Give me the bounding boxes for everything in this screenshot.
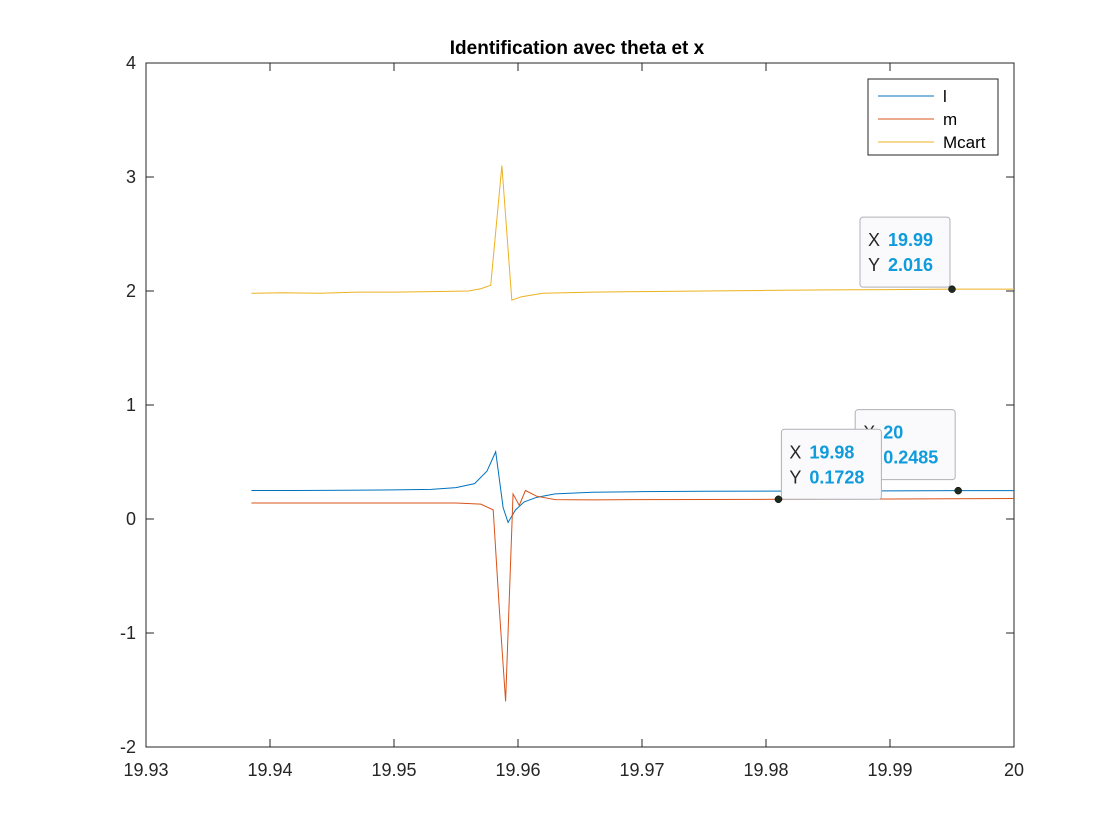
chart-title: Identification avec theta et x [450, 38, 705, 59]
datatip-x-key: X [789, 442, 801, 462]
legend-label: l [943, 87, 947, 106]
y-tick-label: 3 [126, 167, 136, 187]
datatip-y-value: 0.1728 [809, 467, 864, 487]
x-tick-label: 19.96 [495, 760, 540, 780]
x-tick-label: 19.97 [619, 760, 664, 780]
legend-label: Mcart [943, 133, 986, 152]
datatip-x-key: X [868, 230, 880, 250]
y-tick-label: 1 [126, 395, 136, 415]
datatip-x-value: 19.98 [809, 442, 854, 462]
x-tick-label: 19.94 [247, 760, 292, 780]
plot-area [145, 62, 1015, 748]
x-tick-label: 19.95 [371, 760, 416, 780]
y-tick-label: -1 [120, 623, 136, 643]
y-tick-label: 0 [126, 509, 136, 529]
x-tick-label: 19.98 [743, 760, 788, 780]
datatip-marker[interactable] [948, 285, 956, 293]
x-tick-label: 20 [1004, 760, 1024, 780]
y-tick-label: 4 [126, 53, 136, 73]
datatip-y-key: Y [868, 255, 880, 275]
datatip-marker[interactable] [774, 495, 783, 504]
axis-ticks: 19.93 19.94 19.95 19.96 19.97 19.98 19.99 20-2-… [120, 53, 1024, 780]
datatip-y-value: 0.2485 [883, 448, 938, 468]
datatip-box [859, 216, 951, 288]
datatip-x-value: 20 [883, 423, 903, 443]
y-tick-label: -2 [120, 737, 136, 757]
datatip[interactable]: X 19.99 Y 2.016 [859, 216, 956, 293]
x-tick-label: 19.93 [123, 760, 168, 780]
datatip-y-key: Y [789, 467, 801, 487]
datatip-x-value: 19.99 [888, 230, 933, 250]
datatip-y-value: 2.016 [888, 255, 933, 275]
y-tick-label: 2 [126, 281, 136, 301]
series-line-mcart [251, 165, 1014, 301]
datatip-marker[interactable] [954, 486, 962, 495]
datatip-box [780, 428, 882, 500]
datatip[interactable]: X 19.98 Y 0.1728 [774, 428, 882, 504]
legend-label: m [943, 110, 957, 129]
x-tick-label: 19.99 [867, 760, 912, 780]
legend: lm Mcart [867, 78, 999, 156]
